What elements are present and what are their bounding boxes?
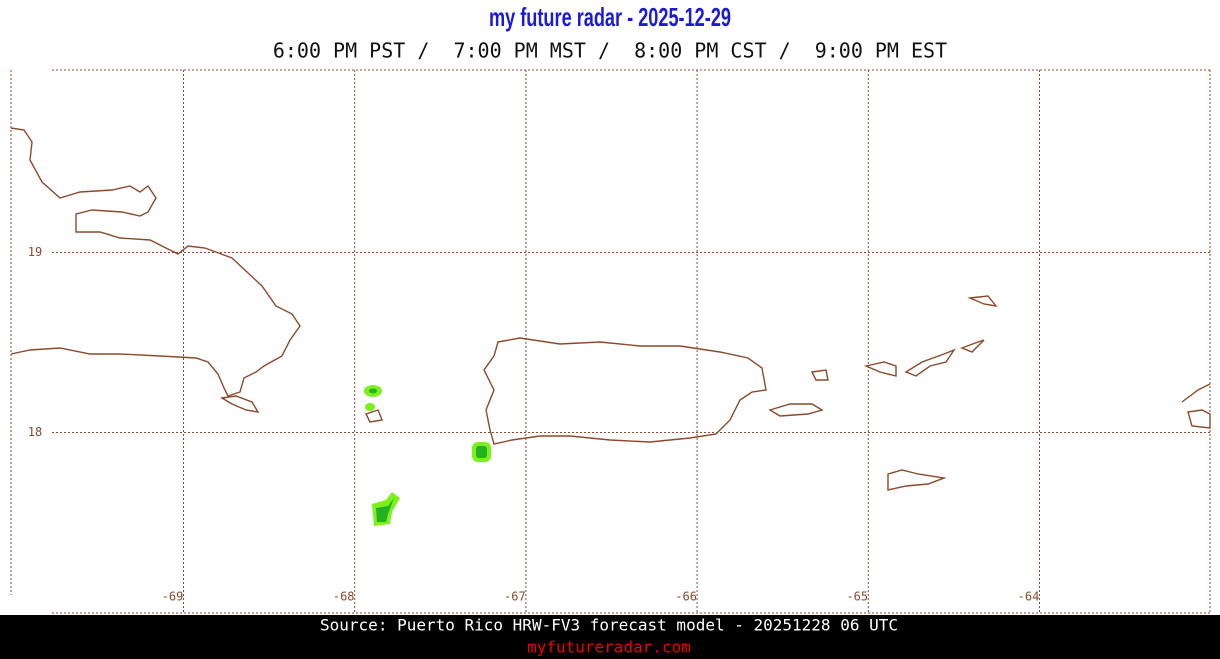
time-line: 6:00 PM PST / 7:00 PM MST / 8:00 PM CST … [273,39,947,63]
hispaniola [10,127,301,397]
latitude-label: 19 [28,245,42,259]
source: Source: Puerto Rico HRW-FV3 forecast mod… [320,616,898,635]
echo [476,446,487,458]
vieques [768,403,824,417]
longitude-label: -67 [504,590,526,604]
st-croix [887,469,947,491]
saona [219,395,260,413]
radar-echoes [364,385,491,526]
st-thomas [863,361,897,377]
longitude-label: -68 [333,590,355,604]
mona [365,409,383,423]
longitude-label: -69 [162,590,184,604]
culebra [810,369,829,381]
eastern-islands [1181,383,1211,429]
virgin-gorda [960,339,985,353]
anegada [967,295,998,307]
coastlines [10,127,1211,491]
longitude-label: -66 [675,590,697,604]
latitude-label: 18 [28,425,42,439]
echo [369,388,377,394]
puerto-rico [483,337,767,445]
echo [376,498,394,522]
longitude-label: -64 [1018,590,1040,604]
site-link[interactable]: myfutureradar.com [527,638,691,657]
echo [365,403,375,411]
st-john-tortola [904,348,956,377]
footer-bar [0,615,1220,659]
longitude-label: -65 [846,590,868,604]
grid [10,69,1211,614]
title: my future radar - 2025-12-29 [489,2,731,32]
